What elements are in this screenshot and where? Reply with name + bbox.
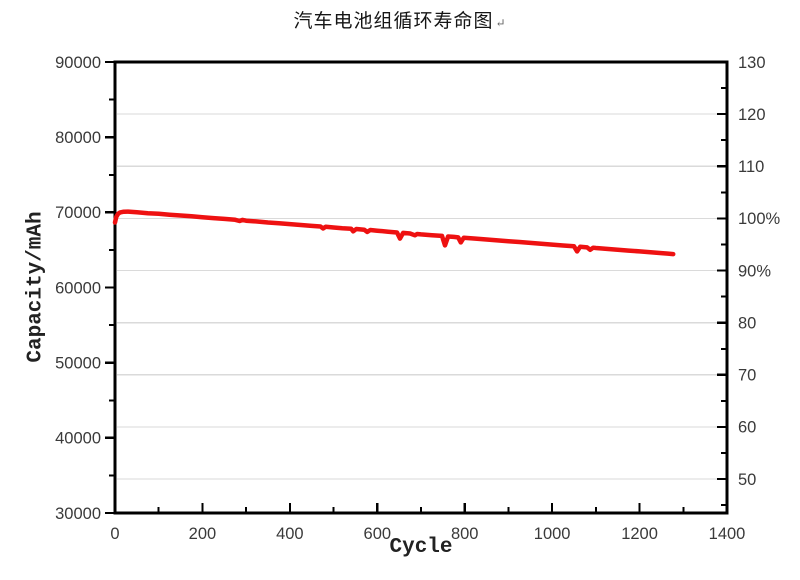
left-tick-label: 80000 xyxy=(55,129,101,147)
right-tick-label: 100% xyxy=(738,210,781,228)
right-tick-label: 80 xyxy=(738,314,756,332)
right-tick-label: 90% xyxy=(738,262,771,280)
paragraph-mark-icon: ↵ xyxy=(495,16,507,30)
left-tick-label: 40000 xyxy=(55,430,101,448)
bottom-tick-label: 800 xyxy=(451,525,479,543)
left-tick-label: 70000 xyxy=(55,204,101,222)
capacity-series-line xyxy=(112,209,676,257)
bottom-tick-label: 200 xyxy=(189,525,217,543)
right-tick-label: 70 xyxy=(738,367,756,385)
bottom-tick-label: 1400 xyxy=(709,525,746,543)
bottom-tick-label: 1000 xyxy=(534,525,571,543)
plot-frame xyxy=(113,60,729,515)
bottom-tick-label: 600 xyxy=(364,525,392,543)
left-tick-label: 60000 xyxy=(55,279,101,297)
chart-title-text: 汽车电池组循环寿命图 xyxy=(293,10,494,32)
bottom-tick-label: 0 xyxy=(110,525,119,543)
right-tick-label: 50 xyxy=(738,471,756,489)
bottom-tick-label: 1200 xyxy=(621,525,658,543)
right-tick-label: 120 xyxy=(738,106,766,124)
bottom-tick-label: 400 xyxy=(276,525,304,543)
left-tick-label: 50000 xyxy=(55,354,101,372)
left-tick-label: 30000 xyxy=(55,505,101,523)
left-tick-label: 90000 xyxy=(55,54,101,72)
right-tick-label: 110 xyxy=(738,158,764,176)
x-axis-label: Cycle xyxy=(389,536,453,559)
chart-title: 汽车电池组循环寿命图 ↵ xyxy=(0,6,800,33)
right-tick-label: 60 xyxy=(738,419,756,437)
right-tick-label: 130 xyxy=(738,54,766,72)
